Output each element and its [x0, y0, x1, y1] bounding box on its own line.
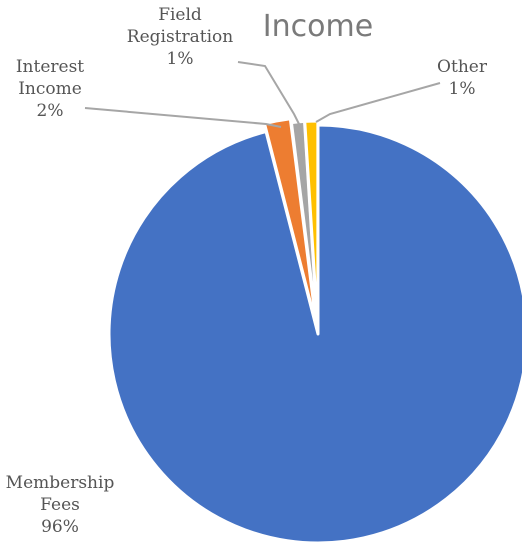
slice-name-label: Interest	[16, 57, 84, 77]
slice-percent-label: 2%	[37, 101, 64, 121]
slice-name-label: Registration	[127, 27, 234, 47]
chart-title: Income	[263, 9, 373, 44]
slice-label: Other 1%	[437, 57, 488, 99]
pie-slice-membership-fees	[107, 123, 522, 545]
slice-labels: Membership Fees 96%Interest Income 2%Field Re…	[6, 5, 488, 537]
slice-name-label: Field	[158, 5, 202, 25]
slice-label: Interest Income 2%	[16, 57, 84, 121]
slice-percent-label: 1%	[167, 49, 194, 69]
slice-name-label: Fees	[40, 495, 80, 515]
slice-label: Membership Fees 96%	[6, 473, 115, 537]
pie-slices	[107, 117, 522, 545]
slice-name-label: Membership	[6, 473, 115, 493]
leader-line	[237, 61, 300, 125]
slice-percent-label: 96%	[41, 517, 79, 537]
leader-line	[84, 107, 282, 128]
slice-name-label: Income	[18, 79, 82, 99]
leader-line	[315, 82, 441, 123]
leader-lines	[84, 61, 441, 128]
slice-percent-label: 1%	[449, 79, 476, 99]
slice-name-label: Other	[437, 57, 488, 77]
slice-label: Field Registration 1%	[127, 5, 234, 69]
